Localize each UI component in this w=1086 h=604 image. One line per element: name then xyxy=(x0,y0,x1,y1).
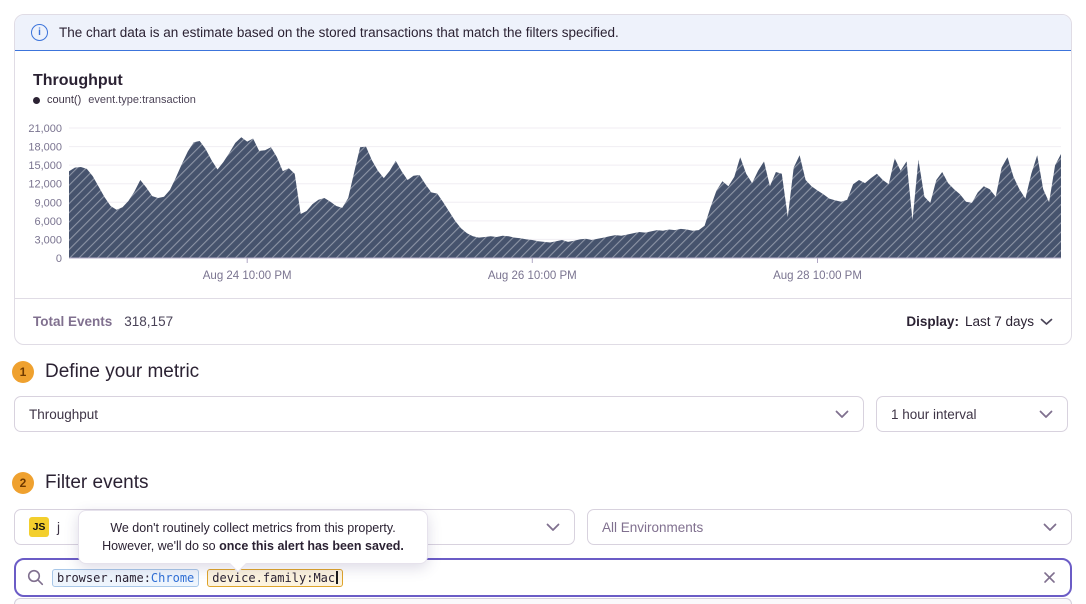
throughput-chart-panel: i The chart data is an estimate based on… xyxy=(14,14,1072,345)
tooltip-line-2: However, we'll do so xyxy=(102,539,220,554)
total-events-value: 318,157 xyxy=(124,314,174,329)
svg-text:Aug 28 10:00 PM: Aug 28 10:00 PM xyxy=(773,270,862,282)
svg-text:18,000: 18,000 xyxy=(28,142,62,154)
section-define-metric: 1 Define your metric xyxy=(12,360,199,384)
section-filter-events: 2 Filter events xyxy=(12,471,148,495)
clear-search-button[interactable] xyxy=(1043,571,1056,584)
close-icon xyxy=(1044,572,1055,583)
metric-select-value: Throughput xyxy=(29,406,99,422)
tooltip-line-1: We don't routinely collect metrics from … xyxy=(110,521,396,535)
chevron-down-icon xyxy=(546,520,560,535)
filter-token-device-family[interactable]: device.family: Mac xyxy=(207,568,343,587)
estimate-info-banner: i The chart data is an estimate based on… xyxy=(15,15,1071,51)
chart-title: Throughput xyxy=(33,72,123,89)
environment-select[interactable]: All Environments xyxy=(587,509,1072,545)
svg-text:Aug 24 10:00 PM: Aug 24 10:00 PM xyxy=(203,270,292,282)
text-cursor xyxy=(336,571,338,584)
next-panel-top-edge xyxy=(14,598,1072,604)
banner-text: The chart data is an estimate based on t… xyxy=(59,25,619,40)
define-metric-title: Define your metric xyxy=(45,361,200,382)
svg-text:12,000: 12,000 xyxy=(28,179,62,191)
metrics-property-tooltip: We don't routinely collect metrics from … xyxy=(78,510,428,565)
display-label: Display: xyxy=(906,314,959,329)
environment-select-value: All Environments xyxy=(602,519,704,535)
svg-text:6,000: 6,000 xyxy=(34,216,62,228)
legend-query-label: event.type:transaction xyxy=(88,94,196,106)
info-icon: i xyxy=(31,24,48,41)
interval-select[interactable]: 1 hour interval xyxy=(876,396,1068,432)
legend-dot-icon xyxy=(33,96,40,104)
svg-text:15,000: 15,000 xyxy=(28,160,62,172)
display-range-value: Last 7 days xyxy=(964,314,1034,329)
filter-token-browser-name[interactable]: browser.name: Chrome xyxy=(52,568,200,587)
chevron-down-icon xyxy=(1040,318,1053,325)
chevron-down-icon xyxy=(835,407,849,422)
interval-select-value: 1 hour interval xyxy=(891,406,977,422)
svg-text:21,000: 21,000 xyxy=(28,123,62,135)
chevron-down-icon xyxy=(1043,520,1057,535)
filter-events-title: Filter events xyxy=(45,472,149,493)
legend-series-label: count() xyxy=(47,94,82,106)
js-platform-icon: JS xyxy=(29,517,49,537)
chevron-down-icon xyxy=(1039,407,1053,422)
search-icon xyxy=(27,569,44,586)
chart-panel-footer: Total Events 318,157 Display: Last 7 day… xyxy=(15,298,1071,344)
chart-legend: count() event.type:transaction xyxy=(33,94,196,106)
step-1-badge: 1 xyxy=(12,361,34,383)
svg-text:9,000: 9,000 xyxy=(34,197,62,209)
metric-select[interactable]: Throughput xyxy=(14,396,864,432)
svg-text:3,000: 3,000 xyxy=(34,234,62,246)
total-events-label: Total Events xyxy=(33,314,113,329)
svg-text:Aug 26 10:00 PM: Aug 26 10:00 PM xyxy=(488,270,577,282)
throughput-area-chart: 0 3,000 6,000 9,000 12,000 15,000 18,000 21,000… xyxy=(28,123,1061,282)
tooltip-line-2-bold: once this alert has been saved. xyxy=(219,539,404,554)
search-input[interactable]: browser.name: Chrome device.family: Mac xyxy=(14,558,1072,597)
svg-text:0: 0 xyxy=(56,253,62,265)
step-2-badge: 2 xyxy=(12,472,34,494)
display-range-selector[interactable]: Display: Last 7 days xyxy=(906,314,1053,329)
project-select-value: j xyxy=(57,519,60,535)
